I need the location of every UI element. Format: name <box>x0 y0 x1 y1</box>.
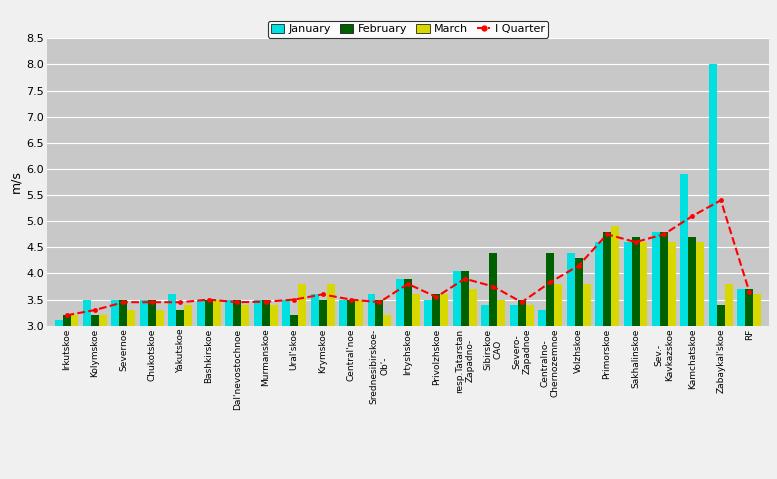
Bar <box>71 315 78 479</box>
Bar <box>290 315 298 479</box>
Bar <box>311 295 319 479</box>
Bar <box>510 305 517 479</box>
Bar <box>127 310 135 479</box>
Bar <box>517 299 526 479</box>
Bar <box>632 237 639 479</box>
Bar <box>709 65 717 479</box>
Bar <box>554 284 562 479</box>
Bar <box>91 315 99 479</box>
Bar <box>469 289 477 479</box>
Bar <box>120 299 127 479</box>
Bar <box>688 237 696 479</box>
Bar <box>375 299 384 479</box>
Bar <box>412 295 420 479</box>
Bar <box>54 320 63 479</box>
Bar <box>668 242 676 479</box>
Bar <box>546 252 554 479</box>
Bar <box>595 242 603 479</box>
Bar <box>83 299 91 479</box>
Bar <box>725 284 733 479</box>
Bar <box>99 315 107 479</box>
Bar <box>660 232 668 479</box>
Bar <box>652 232 660 479</box>
Bar <box>432 295 441 479</box>
Bar <box>753 295 761 479</box>
Bar <box>326 284 335 479</box>
Bar <box>737 289 745 479</box>
Bar <box>169 295 176 479</box>
Bar <box>745 289 753 479</box>
Legend: January, February, March, I Quarter: January, February, March, I Quarter <box>267 21 549 38</box>
Bar <box>184 305 192 479</box>
Bar <box>319 299 326 479</box>
Bar <box>575 258 583 479</box>
Bar <box>639 242 647 479</box>
Bar <box>603 232 611 479</box>
Bar <box>681 174 688 479</box>
Bar <box>176 310 184 479</box>
Bar <box>538 310 546 479</box>
Bar <box>282 299 290 479</box>
Bar <box>497 299 505 479</box>
Bar <box>583 284 591 479</box>
Bar <box>205 299 213 479</box>
Bar <box>339 299 347 479</box>
Bar <box>197 299 205 479</box>
Bar <box>396 279 404 479</box>
Bar <box>347 299 355 479</box>
Bar <box>233 299 241 479</box>
Bar <box>262 299 270 479</box>
Bar <box>148 299 156 479</box>
Bar <box>298 284 306 479</box>
Bar <box>717 305 725 479</box>
Bar <box>490 252 497 479</box>
Bar <box>461 271 469 479</box>
Bar <box>368 295 375 479</box>
Bar <box>481 305 490 479</box>
Bar <box>111 299 120 479</box>
Bar <box>424 299 432 479</box>
Bar <box>270 305 277 479</box>
Bar <box>63 315 71 479</box>
Bar <box>696 242 705 479</box>
Bar <box>453 271 461 479</box>
Bar <box>213 299 221 479</box>
Bar <box>404 279 412 479</box>
Bar <box>140 299 148 479</box>
Bar <box>254 299 262 479</box>
Bar <box>241 305 249 479</box>
Bar <box>624 242 632 479</box>
Bar <box>156 310 164 479</box>
Bar <box>566 252 575 479</box>
Bar <box>225 299 233 479</box>
Bar <box>526 305 534 479</box>
Bar <box>441 295 448 479</box>
Bar <box>384 315 392 479</box>
Bar <box>611 227 619 479</box>
Y-axis label: m/s: m/s <box>9 171 22 194</box>
Bar <box>355 299 363 479</box>
